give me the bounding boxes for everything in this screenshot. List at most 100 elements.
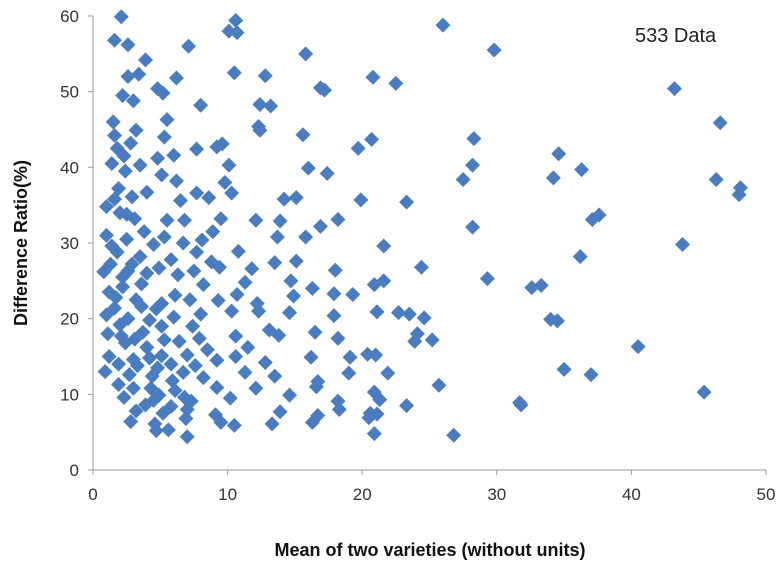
- data-point: [139, 184, 155, 200]
- data-point: [142, 350, 158, 366]
- data-point: [388, 75, 404, 91]
- data-point: [465, 157, 481, 173]
- data-point: [121, 367, 137, 383]
- data-point: [249, 296, 265, 312]
- data-point: [229, 25, 245, 41]
- data-point: [189, 141, 205, 157]
- y-tick-label: 20: [60, 310, 79, 329]
- data-point: [399, 194, 415, 210]
- y-tick-label: 60: [60, 7, 79, 26]
- data-point: [164, 373, 180, 389]
- data-point: [123, 414, 139, 430]
- data-point: [115, 279, 131, 295]
- data-point: [479, 271, 495, 287]
- data-point: [304, 414, 320, 430]
- data-point: [205, 224, 221, 240]
- data-point: [261, 322, 277, 338]
- data-point: [486, 42, 502, 58]
- data-point: [350, 140, 366, 156]
- data-point: [252, 97, 268, 113]
- y-tick-label: 0: [70, 461, 79, 480]
- data-point: [222, 390, 238, 406]
- data-point: [156, 332, 172, 348]
- data-point: [364, 131, 380, 147]
- data-point: [549, 313, 565, 329]
- data-point: [298, 229, 314, 245]
- data-point: [466, 131, 482, 147]
- data-point: [133, 299, 149, 315]
- data-point: [175, 364, 191, 380]
- data-point: [125, 380, 141, 396]
- data-point: [116, 148, 132, 164]
- data-point: [288, 190, 304, 206]
- data-point: [455, 171, 471, 187]
- data-point: [226, 417, 242, 433]
- data-point: [150, 150, 166, 166]
- data-point: [128, 403, 144, 419]
- axes: [88, 15, 767, 475]
- data-point: [105, 114, 121, 130]
- data-point: [326, 308, 342, 324]
- data-point: [272, 404, 288, 420]
- data-point: [282, 305, 298, 321]
- data-point: [303, 349, 319, 365]
- data-point: [228, 13, 244, 29]
- data-point: [129, 358, 145, 374]
- data-point: [365, 69, 381, 85]
- data-point: [189, 244, 205, 260]
- data-point: [257, 355, 273, 371]
- data-point: [257, 68, 273, 84]
- data-point: [195, 277, 211, 293]
- data-point: [327, 262, 343, 278]
- data-point: [187, 358, 203, 374]
- data-point: [545, 170, 561, 186]
- data-point: [591, 207, 607, 223]
- data-point: [712, 115, 728, 131]
- data-point: [304, 280, 320, 296]
- data-point: [113, 9, 129, 25]
- data-point: [193, 97, 209, 113]
- data-point: [572, 249, 588, 265]
- data-point: [213, 211, 229, 227]
- data-point: [154, 167, 170, 183]
- data-point: [131, 66, 147, 82]
- data-point: [168, 70, 184, 86]
- data-point: [170, 267, 186, 283]
- data-point: [244, 261, 260, 277]
- data-point: [221, 157, 237, 173]
- data-point: [221, 23, 237, 39]
- data-point: [111, 356, 127, 372]
- data-point: [108, 289, 124, 305]
- data-point: [369, 304, 385, 320]
- data-point: [159, 212, 175, 228]
- x-tick-label: 30: [487, 485, 506, 504]
- data-point: [513, 397, 529, 413]
- data-point: [177, 212, 193, 228]
- data-point: [154, 348, 170, 364]
- data-point: [119, 206, 135, 222]
- data-point: [263, 98, 279, 114]
- data-point: [142, 312, 158, 328]
- data-point: [230, 243, 246, 259]
- data-point: [431, 377, 447, 393]
- data-point: [137, 397, 153, 413]
- data-point: [551, 146, 567, 162]
- data-point: [252, 122, 268, 138]
- data-point: [194, 232, 210, 248]
- data-point: [104, 238, 120, 254]
- data-point: [630, 339, 646, 355]
- data-point: [111, 376, 127, 392]
- data-point: [267, 368, 283, 384]
- data-point: [186, 263, 202, 279]
- data-point: [368, 347, 384, 363]
- data-point: [195, 370, 211, 386]
- data-point: [307, 324, 323, 340]
- data-point: [163, 252, 179, 268]
- data-point: [229, 286, 245, 302]
- data-point: [120, 69, 136, 85]
- data-point: [119, 231, 135, 247]
- data-point: [366, 426, 382, 442]
- data-point: [391, 305, 407, 321]
- tick-labels: 0 10 20 30 40 50 60 0 10 20 30 40 50: [60, 7, 775, 504]
- data-point: [380, 365, 396, 381]
